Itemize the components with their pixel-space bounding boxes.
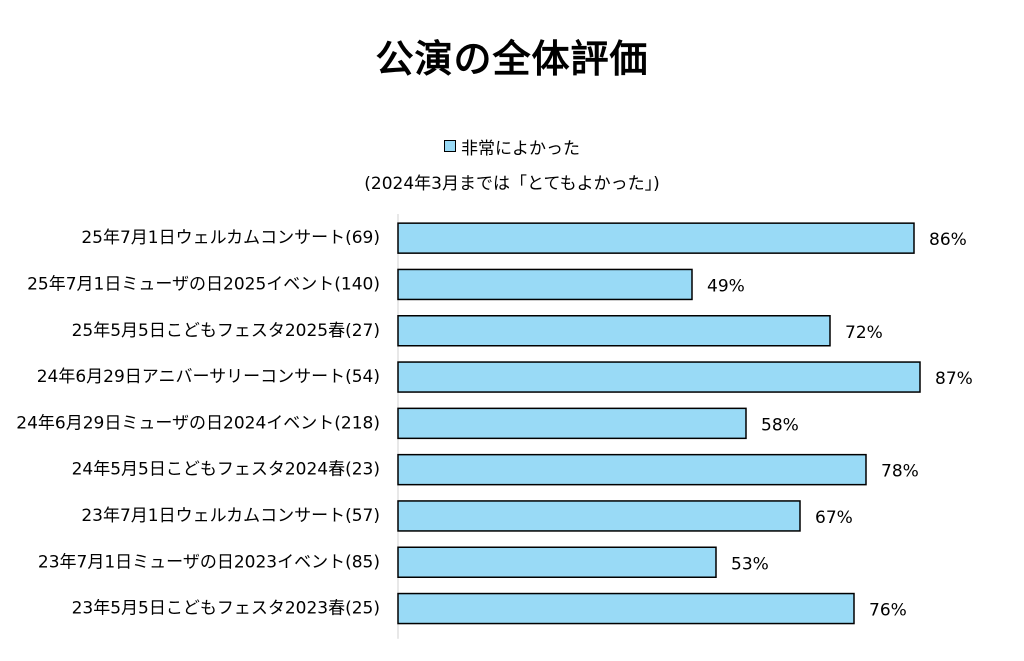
value-label: 86% xyxy=(929,230,967,250)
category-label: 24年6月29日アニバーサリーコンサート(54) xyxy=(37,367,380,387)
category-label: 25年7月1日ミューザの日2025イベント(140) xyxy=(27,274,380,294)
chart-legend: 非常によかった (2024年3月までは「とてもよかった」) xyxy=(0,134,1024,196)
category-labels: 25年7月1日ウェルカムコンサート(69) 25年7月1日ミューザの日2025イベ… xyxy=(16,228,380,618)
bar xyxy=(397,500,801,532)
legend-entry: 非常によかった xyxy=(0,134,1024,159)
value-label: 49% xyxy=(707,276,745,296)
bar xyxy=(397,592,855,625)
bar xyxy=(397,222,915,254)
category-label: 25年7月1日ウェルカムコンサート(69) xyxy=(81,228,380,248)
value-label: 76% xyxy=(869,601,907,621)
value-label: 72% xyxy=(845,323,883,343)
value-label: 67% xyxy=(815,508,853,528)
category-label: 25年5月5日こどもフェスタ2025春(27) xyxy=(72,321,380,341)
category-label: 24年5月5日こどもフェスタ2024春(23) xyxy=(72,460,380,480)
bar xyxy=(397,407,747,440)
value-label: 87% xyxy=(935,369,973,389)
value-labels: 86% 49% 72% 87% 58% 78% 67% 53% 76% xyxy=(707,230,973,620)
category-label: 23年7月1日ウェルカムコンサート(57) xyxy=(81,506,380,526)
legend-label: 非常によかった xyxy=(461,138,580,159)
bar xyxy=(397,268,693,301)
value-label: 78% xyxy=(881,462,919,482)
bar xyxy=(397,453,867,486)
legend-swatch xyxy=(444,140,456,152)
bar-group xyxy=(397,222,921,625)
chart-title: 公演の全体評価 xyxy=(375,37,649,81)
legend-note: (2024年3月までは「とてもよかった」) xyxy=(364,174,660,194)
bar xyxy=(397,546,717,578)
value-label: 53% xyxy=(731,554,769,574)
bar xyxy=(397,315,831,347)
category-label: 23年7月1日ミューザの日2023イベント(85) xyxy=(38,552,380,572)
category-label: 24年6月29日ミューザの日2024イベント(218) xyxy=(16,413,380,433)
value-label: 58% xyxy=(761,415,799,435)
bar xyxy=(397,361,921,393)
category-label: 23年5月5日こどもフェスタ2023春(25) xyxy=(72,599,380,619)
